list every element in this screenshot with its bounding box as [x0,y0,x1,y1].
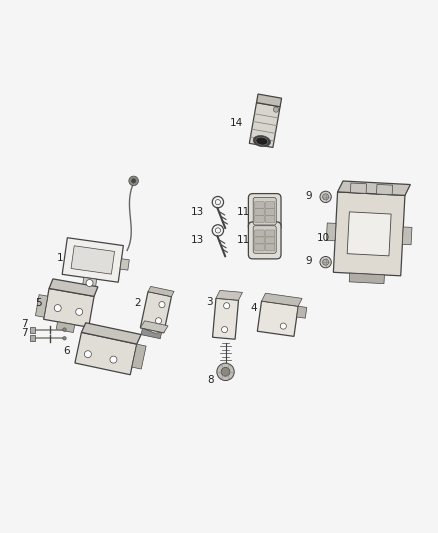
FancyBboxPatch shape [254,244,264,251]
Polygon shape [257,301,298,336]
FancyBboxPatch shape [254,237,264,244]
Text: 2: 2 [134,298,141,309]
Circle shape [322,194,328,200]
Polygon shape [349,273,385,284]
Circle shape [322,259,328,265]
Polygon shape [56,322,75,333]
Text: 10: 10 [317,233,330,243]
Circle shape [86,279,93,287]
Polygon shape [347,212,391,256]
Polygon shape [403,227,412,245]
Circle shape [273,107,279,112]
Polygon shape [333,192,405,276]
Circle shape [217,363,234,381]
FancyBboxPatch shape [248,222,281,259]
Polygon shape [49,279,98,296]
Polygon shape [377,184,392,195]
Polygon shape [44,288,94,327]
Circle shape [320,191,331,203]
FancyBboxPatch shape [254,201,264,208]
Circle shape [280,323,286,329]
Polygon shape [132,344,146,369]
Polygon shape [140,292,171,333]
Circle shape [222,327,228,333]
Polygon shape [141,328,162,338]
FancyBboxPatch shape [254,208,264,215]
Circle shape [129,176,138,185]
Text: 6: 6 [64,346,70,357]
Text: 7: 7 [21,319,27,329]
Bar [30,327,35,333]
Text: 8: 8 [207,375,214,385]
Circle shape [159,302,165,308]
Circle shape [63,336,66,340]
Polygon shape [261,293,302,306]
Text: 9: 9 [306,256,312,266]
Polygon shape [350,183,367,193]
Circle shape [63,328,66,332]
Polygon shape [249,103,280,148]
Polygon shape [326,223,336,241]
Polygon shape [212,298,239,339]
FancyBboxPatch shape [265,230,275,237]
Polygon shape [75,333,137,375]
Polygon shape [35,295,48,317]
Circle shape [76,309,83,316]
FancyBboxPatch shape [265,237,275,244]
Polygon shape [148,286,174,296]
Circle shape [54,305,61,312]
Ellipse shape [253,135,271,147]
Circle shape [85,351,92,358]
FancyBboxPatch shape [254,215,264,223]
Bar [30,335,35,341]
Polygon shape [216,290,242,300]
Circle shape [221,367,230,376]
Text: 1: 1 [57,253,64,263]
FancyBboxPatch shape [253,226,276,253]
Circle shape [320,256,331,268]
Text: 11: 11 [237,236,251,245]
Text: 13: 13 [191,236,204,245]
Text: 7: 7 [21,328,27,337]
Text: 5: 5 [35,298,42,309]
Polygon shape [257,94,282,107]
FancyBboxPatch shape [265,215,275,223]
Circle shape [131,179,136,183]
Text: 9: 9 [306,191,312,201]
FancyBboxPatch shape [265,208,275,215]
Text: 3: 3 [206,297,212,307]
FancyBboxPatch shape [265,201,275,208]
Text: 11: 11 [237,207,251,217]
Polygon shape [71,246,115,274]
Polygon shape [82,277,97,289]
Circle shape [110,356,117,363]
Ellipse shape [256,137,268,145]
Polygon shape [81,323,141,344]
Polygon shape [338,181,410,196]
Polygon shape [140,321,168,333]
Text: 14: 14 [230,118,243,128]
Polygon shape [120,259,129,270]
FancyBboxPatch shape [254,230,264,237]
Circle shape [224,303,230,309]
FancyBboxPatch shape [253,197,276,225]
Text: 13: 13 [191,207,204,217]
Circle shape [155,318,162,324]
Polygon shape [297,306,307,318]
FancyBboxPatch shape [265,244,275,251]
FancyBboxPatch shape [248,193,281,231]
Polygon shape [62,238,124,282]
Text: 4: 4 [251,303,257,313]
